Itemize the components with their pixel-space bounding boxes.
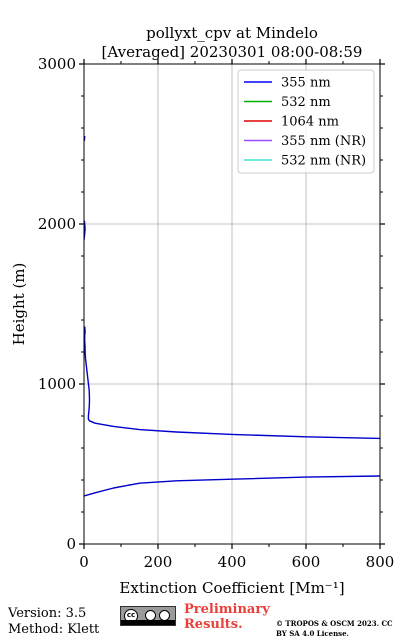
x-tick-label: 0 <box>79 553 89 571</box>
y-tick-label: 2000 <box>38 215 76 233</box>
legend: 355 nm 532 nm 1064 nm 355 nm (NR) 532 nm (NR… <box>237 69 375 174</box>
version-text: Version: 3.5 <box>8 606 87 621</box>
x-tick-label: 200 <box>144 553 173 571</box>
legend-label: 355 nm (NR) <box>281 134 366 149</box>
legend-box <box>237 69 375 174</box>
legend-label: 532 nm <box>281 95 331 110</box>
copyright-text: © TROPOS & OSCM 2023. CC BY SA 4.0 Licen… <box>276 619 393 638</box>
cc-by-sa-icon: cc <box>120 606 176 626</box>
x-tick-label: 600 <box>292 553 321 571</box>
legend-label: 355 nm <box>281 76 331 91</box>
y-tick-label: 3000 <box>38 55 76 73</box>
series-line-355nm <box>84 475 380 497</box>
y-tick-label: 1000 <box>38 375 76 393</box>
x-tick-label: 800 <box>366 553 395 571</box>
axis-ticks: 0 200 400 600 800 0 1000 2000 3000 <box>38 55 395 571</box>
x-tick-label: 400 <box>218 553 247 571</box>
badge-strip <box>121 620 175 625</box>
legend-label: 532 nm (NR) <box>281 154 366 169</box>
extinction-profile-chart: pollyxt_cpv at Mindelo [Averaged] 202303… <box>10 24 395 597</box>
series-line-355nm <box>84 326 380 440</box>
y-axis-label: Height (m) <box>10 263 28 346</box>
chart-title-line2: [Averaged] 20230301 08:00-08:59 <box>102 43 363 61</box>
preliminary-results-text: Preliminary Results. <box>184 602 270 632</box>
legend-label: 1064 nm <box>281 115 339 130</box>
method-text: Method: Klett <box>8 622 100 637</box>
y-tick-label: 0 <box>66 535 76 553</box>
cc-icon: cc <box>124 609 138 623</box>
x-axis-label: Extinction Coefficient [Mm⁻¹] <box>119 579 344 597</box>
chart-title-line1: pollyxt_cpv at Mindelo <box>146 24 318 42</box>
